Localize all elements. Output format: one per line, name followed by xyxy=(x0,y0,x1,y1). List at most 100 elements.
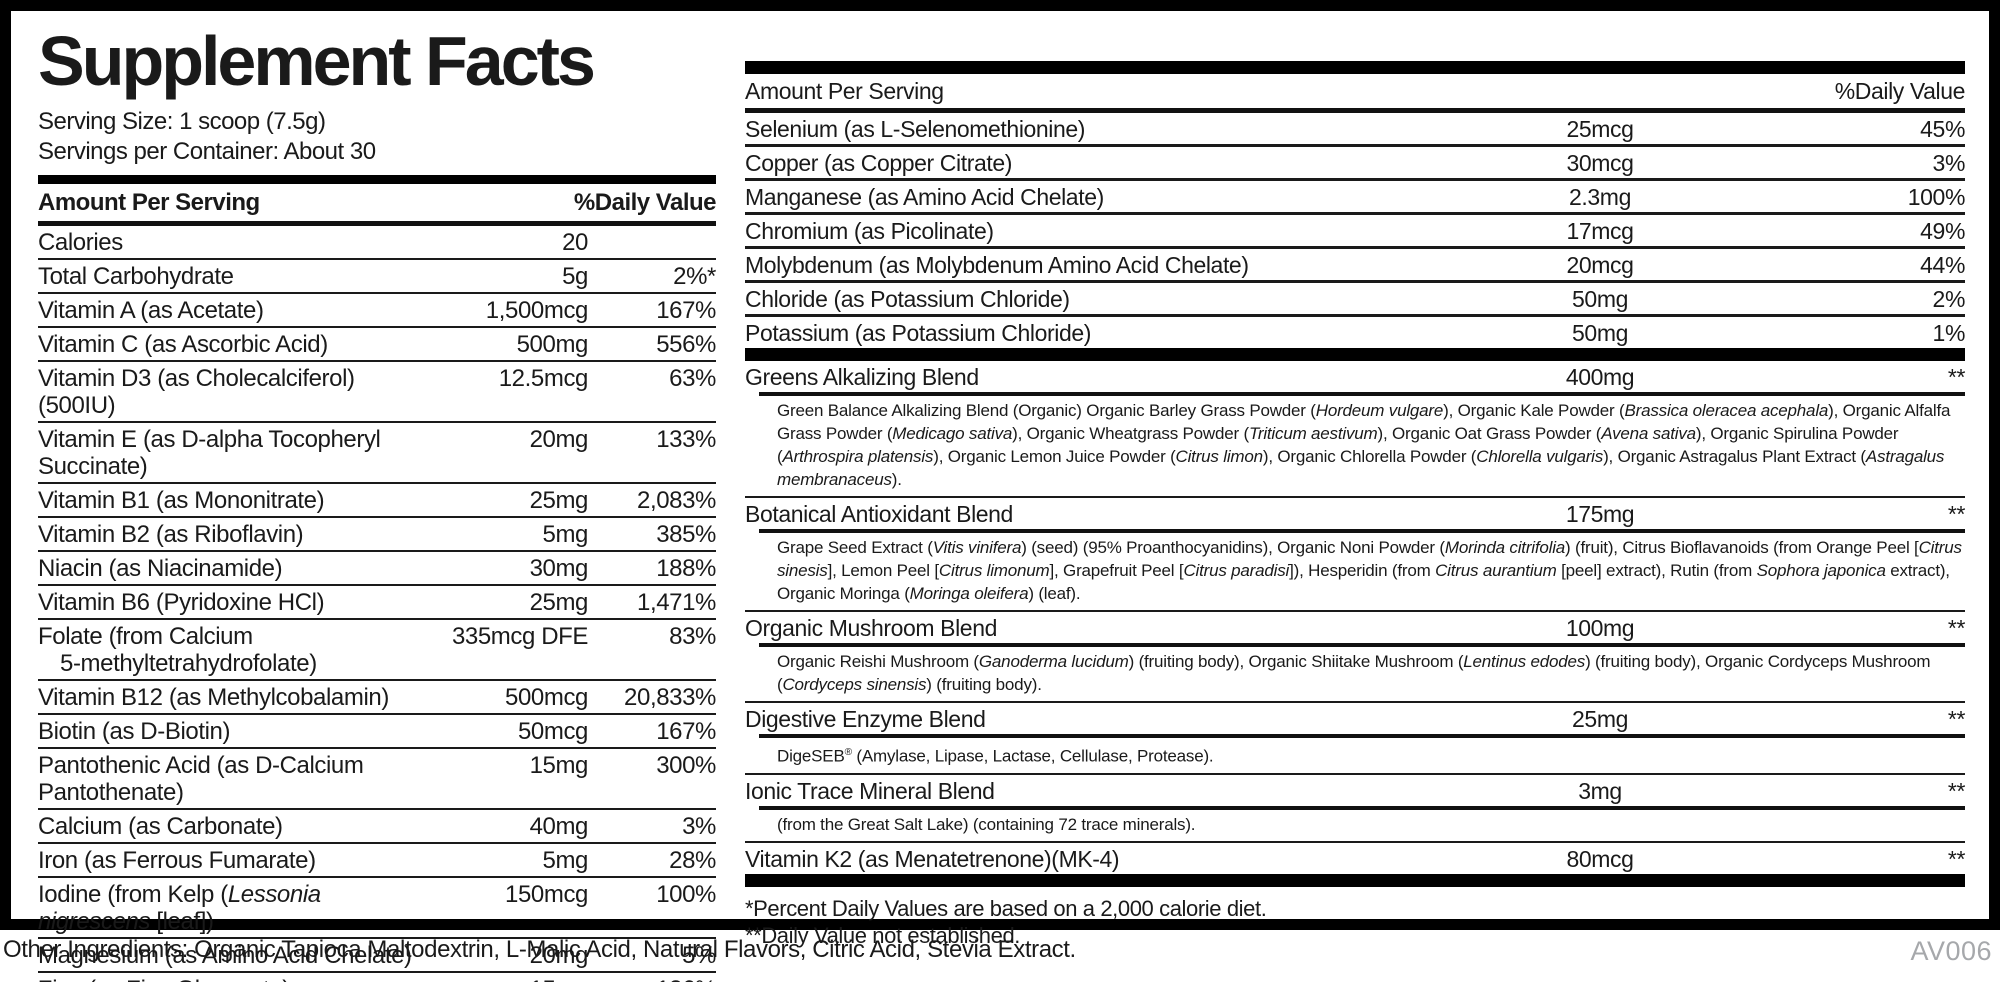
row-name: Copper (as Copper Citrate) xyxy=(745,150,1012,176)
right-mineral-table: Selenium (as L-Selenomethionine) 25mcg 45%… xyxy=(745,113,1965,348)
blend-section: Greens Alkalizing Blend 400mg ** Green Bala… xyxy=(745,361,1965,496)
row-dv: 385% xyxy=(656,521,716,548)
row-amount: 335mcg DFE xyxy=(451,623,588,650)
blend-description: DigeSEB® (Amylase, Lipase, Lactase, Cell… xyxy=(777,746,1214,766)
table-row: Potassium (as Potassium Chloride) 50mg 1% xyxy=(745,317,1965,348)
row-name: Vitamin C (as Ascorbic Acid) xyxy=(38,331,328,358)
table-row: Manganese (as Amino Acid Chelate) 2.3mg 10… xyxy=(745,181,1965,215)
row-amount: 3mg xyxy=(1578,777,1622,804)
row-dv: 100% xyxy=(656,881,716,908)
row-name: Vitamin E (as D-alpha Tocopheryl Succina… xyxy=(38,426,381,480)
blend-description: Organic Reishi Mushroom (Ganoderma lucid… xyxy=(777,652,1931,694)
table-row: Iron (as Ferrous Fumarate) 5mg 28% xyxy=(38,844,716,878)
row-amount: 12.5mcg xyxy=(498,365,589,392)
row-dv: 1,471% xyxy=(637,589,716,616)
row-name: Pantothenic Acid (as D-Calcium Pantothen… xyxy=(38,752,364,806)
serving-size: Serving Size: 1 scoop (7.5g) xyxy=(38,108,326,135)
row-amount: 50mg xyxy=(1572,320,1628,346)
row-amount: 20mg xyxy=(529,942,589,969)
blend-section: Organic Mushroom Blend 100mg ** Organic Rei… xyxy=(745,610,1965,701)
table-row: Total Carbohydrate 5g 2%* xyxy=(38,260,716,294)
blend-description: Green Balance Alkalizing Blend (Organic)… xyxy=(777,401,1951,489)
header-amount-per-serving: Amount Per Serving xyxy=(38,189,260,216)
row-dv: 45% xyxy=(1920,116,1965,142)
blend-divider xyxy=(759,529,1965,533)
row-dv: 188% xyxy=(656,555,716,582)
section-bar xyxy=(38,175,716,184)
blend-section: Digestive Enzyme Blend 25mg ** DigeSEB® (Am… xyxy=(745,701,1965,773)
blend-description: Grape Seed Extract (Vitis vinifera) (see… xyxy=(777,538,1962,603)
section-bar xyxy=(745,348,1965,361)
row-dv: ** xyxy=(1947,364,1966,390)
row-dv: 556% xyxy=(656,331,716,358)
table-row: Folate (from Calcium 5-methyltetrahydrofo… xyxy=(38,620,716,681)
row-name: Greens Alkalizing Blend xyxy=(745,364,979,390)
row-dv: 49% xyxy=(1920,218,1965,244)
table-row: Calcium (as Carbonate) 40mg 3% xyxy=(38,810,716,844)
row-name: Vitamin B2 (as Riboflavin) xyxy=(38,521,304,548)
row-dv: 28% xyxy=(669,847,716,874)
blend-sections: Greens Alkalizing Blend 400mg ** Green Bala… xyxy=(745,361,1965,874)
blend-section: Botanical Antioxidant Blend 175mg ** Grape … xyxy=(745,496,1965,610)
row-dv: ** xyxy=(1947,615,1966,641)
table-row: Digestive Enzyme Blend 25mg ** xyxy=(745,703,1965,734)
product-code: AV006 xyxy=(1910,936,1992,966)
row-amount: 15mg xyxy=(529,752,589,779)
right-column: Amount Per Serving %Daily Value Selenium… xyxy=(745,61,1965,949)
row-amount: 500mcg xyxy=(505,684,588,711)
table-row: Greens Alkalizing Blend 400mg ** xyxy=(745,361,1965,392)
table-row: Vitamin K2 (as Menatetrenone)(MK-4) 80mcg… xyxy=(745,843,1965,874)
row-name: Vitamin B1 (as Mononitrate) xyxy=(38,487,325,514)
table-row: Chloride (as Potassium Chloride) 50mg 2% xyxy=(745,283,1965,317)
row-name: Magnesium (as Amino Acid Chelate) xyxy=(38,942,412,969)
row-dv: 5% xyxy=(682,942,716,969)
header-daily-value: %Daily Value xyxy=(1834,78,1966,104)
table-row: Selenium (as L-Selenomethionine) 25mcg 45% xyxy=(745,113,1965,147)
table-row: Vitamin B1 (as Mononitrate) 25mg 2,083% xyxy=(38,484,716,518)
row-dv: 2%* xyxy=(673,263,716,290)
table-row: Botanical Antioxidant Blend 175mg ** xyxy=(745,498,1965,529)
row-name: Niacin (as Niacinamide) xyxy=(38,555,283,582)
row-name: Total Carbohydrate xyxy=(38,263,234,290)
footnotes: *Percent Daily Values are based on a 2,0… xyxy=(745,895,1965,949)
row-name: Chloride (as Potassium Chloride) xyxy=(745,286,1070,312)
blend-divider xyxy=(759,643,1965,647)
row-dv: ** xyxy=(1947,501,1966,527)
row-name: Folate (from Calcium 5-methyltetrahydrofo… xyxy=(38,623,317,677)
row-name: Selenium (as L-Selenomethionine) xyxy=(745,116,1086,142)
row-amount: 500mg xyxy=(516,331,589,358)
row-name: Vitamin K2 (as Menatetrenone)(MK-4) xyxy=(745,845,1120,872)
row-amount: 25mg xyxy=(529,487,589,514)
row-name: Ionic Trace Mineral Blend xyxy=(745,777,995,804)
table-row: Vitamin A (as Acetate) 1,500mcg 167% xyxy=(38,294,716,328)
table-row: Biotin (as D-Biotin) 50mcg 167% xyxy=(38,715,716,749)
footnote-dv-basis: *Percent Daily Values are based on a 2,0… xyxy=(745,895,1267,921)
row-name: Digestive Enzyme Blend xyxy=(745,706,986,732)
blend-divider xyxy=(759,734,1965,738)
table-row: Vitamin B12 (as Methylcobalamin) 500mcg 20… xyxy=(38,681,716,715)
table-row: Vitamin C (as Ascorbic Acid) 500mg 556% xyxy=(38,328,716,362)
blend-section: Ionic Trace Mineral Blend 3mg ** (from the … xyxy=(745,772,1965,841)
serving-info: Serving Size: 1 scoop (7.5g) Servings pe… xyxy=(38,107,716,167)
row-amount: 25mcg xyxy=(1566,116,1634,142)
row-name: Zinc (as Zinc Gluconate) xyxy=(38,976,436,982)
supplement-facts-title: Supplement Facts xyxy=(38,22,596,100)
row-dv: 63% xyxy=(669,365,716,392)
table-row: Calories 20 xyxy=(38,226,716,260)
table-row: Copper (as Copper Citrate) 30mcg 3% xyxy=(745,147,1965,181)
row-name: Manganese (as Amino Acid Chelate) xyxy=(745,184,1104,210)
row-amount: 17mcg xyxy=(1566,218,1634,244)
left-table: Calories 20 Total Carbohydrate 5g 2%* Vitamin… xyxy=(38,226,716,982)
row-amount: 80mcg xyxy=(1566,845,1634,872)
row-dv: 1% xyxy=(1932,320,1966,346)
table-row: Pantothenic Acid (as D-Calcium Pantothen… xyxy=(38,749,716,810)
blend-section: Vitamin K2 (as Menatetrenone)(MK-4) 80mcg… xyxy=(745,840,1965,874)
row-dv: 3% xyxy=(682,813,716,840)
row-name: Molybdenum (as Molybdenum Amino Acid Che… xyxy=(745,252,1249,278)
other-ingredients: Other Ingredients: Organic Tapioca Malto… xyxy=(3,936,1076,963)
table-row: Vitamin B6 (Pyridoxine HCl) 25mg 1,471% xyxy=(38,586,716,620)
table-row: Vitamin D3 (as Cholecalciferol)(500IU) 12… xyxy=(38,362,716,423)
row-name: Vitamin B6 (Pyridoxine HCl) xyxy=(38,589,325,616)
row-amount: 30mcg xyxy=(1566,150,1634,176)
bottom-strip: Other Ingredients: Organic Tapioca Malto… xyxy=(0,936,2000,967)
